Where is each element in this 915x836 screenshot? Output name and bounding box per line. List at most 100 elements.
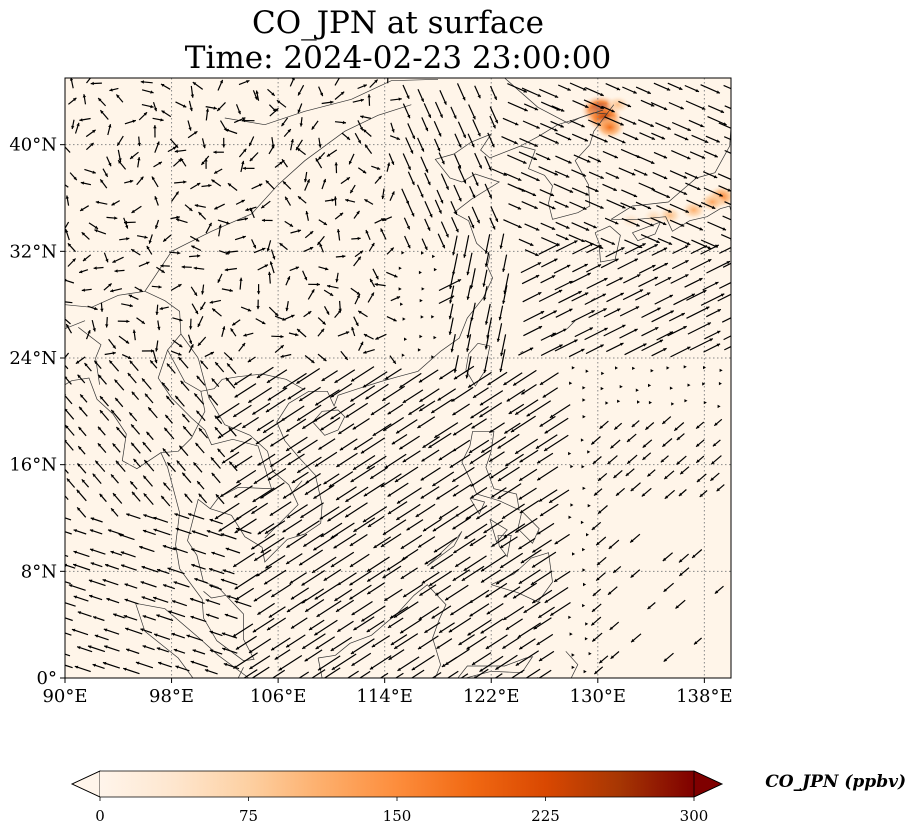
wind-arrow-head bbox=[533, 157, 537, 160]
wind-arrow-head bbox=[387, 411, 392, 415]
wind-arrow-head bbox=[79, 270, 83, 274]
wind-arrow-head bbox=[184, 493, 188, 498]
coastline-segment bbox=[489, 519, 508, 543]
wind-arrow-head bbox=[568, 160, 572, 164]
wind-arrow-head bbox=[669, 331, 673, 335]
wind-arrow-head bbox=[381, 195, 385, 200]
wind-arrow-head bbox=[615, 366, 618, 370]
wind-arrow-head bbox=[319, 243, 323, 247]
wind-arrow-head bbox=[320, 328, 325, 333]
wind-arrow-head bbox=[359, 127, 363, 131]
wind-arrow-shaft bbox=[707, 221, 727, 231]
wind-arrow-head bbox=[171, 632, 175, 636]
wind-arrow-shaft bbox=[544, 586, 569, 604]
wind-arrow-head bbox=[585, 622, 589, 626]
wind-arrow-head bbox=[643, 172, 648, 176]
wind-arrow-shaft bbox=[371, 635, 391, 648]
wind-arrow-head bbox=[236, 479, 240, 483]
wind-arrow-head bbox=[164, 427, 168, 432]
wind-arrow-head bbox=[513, 595, 517, 599]
wind-arrow-head bbox=[701, 155, 706, 159]
wind-arrow-shaft bbox=[298, 549, 324, 566]
latitude-ticks: 0°8°N16°N24°N32°N40°N bbox=[9, 135, 65, 689]
wind-arrow-head bbox=[436, 645, 440, 649]
wind-arrow-shaft bbox=[571, 222, 590, 231]
wind-arrow-head bbox=[295, 332, 299, 337]
wind-arrow-shaft bbox=[229, 437, 252, 453]
wind-arrow-head bbox=[532, 192, 536, 196]
wind-arrow-head bbox=[638, 244, 643, 248]
wind-arrow-head bbox=[421, 458, 425, 462]
wind-arrow-head bbox=[265, 409, 270, 413]
wind-arrow-head bbox=[128, 294, 133, 298]
wind-arrow-head bbox=[458, 197, 462, 202]
wind-arrow-shaft bbox=[690, 258, 712, 271]
wind-arrow-head bbox=[326, 311, 330, 315]
wind-arrow-head bbox=[421, 251, 425, 255]
wind-arrow-head bbox=[212, 308, 216, 312]
wind-arrow-shaft bbox=[65, 352, 70, 359]
wind-arrow-head bbox=[387, 162, 391, 166]
wind-arrow-shaft bbox=[219, 482, 242, 498]
wind-arrow-head bbox=[317, 241, 321, 245]
wind-arrow-head bbox=[663, 247, 668, 251]
wind-arrow-head bbox=[515, 662, 520, 666]
wind-arrow-head bbox=[617, 399, 621, 403]
wind-arrow-head bbox=[297, 109, 301, 113]
wind-arrow-head bbox=[245, 207, 249, 212]
wind-arrow-shaft bbox=[339, 438, 358, 451]
wind-arrow-shaft bbox=[480, 618, 504, 634]
wind-arrow-head bbox=[182, 472, 186, 477]
wind-arrow-head bbox=[315, 158, 319, 162]
wind-arrow-head bbox=[400, 302, 404, 306]
wind-arrow-head bbox=[360, 98, 364, 102]
wind-arrow-head bbox=[146, 245, 150, 250]
wind-arrow-head bbox=[356, 294, 360, 298]
wind-arrow-head bbox=[214, 170, 218, 174]
wind-arrow-head bbox=[583, 582, 587, 587]
coastline-segment bbox=[135, 603, 194, 678]
wind-arrow-head bbox=[485, 594, 489, 598]
wind-arrow-head bbox=[98, 426, 102, 431]
wind-arrow-head bbox=[504, 430, 508, 434]
wind-arrow-shaft bbox=[624, 242, 646, 255]
wind-arrow-head bbox=[597, 159, 601, 163]
wind-arrow-head bbox=[533, 626, 538, 630]
wind-arrow-shaft bbox=[485, 303, 491, 325]
wind-arrow-head bbox=[651, 136, 655, 140]
wind-arrow-head bbox=[597, 122, 601, 126]
wind-arrow-head bbox=[592, 460, 597, 464]
wind-arrow-shaft bbox=[300, 502, 324, 519]
wind-arrow-head bbox=[351, 612, 355, 615]
wind-arrow-head bbox=[143, 112, 147, 116]
wind-arrow-head bbox=[299, 123, 303, 127]
wind-arrow-head bbox=[114, 379, 118, 383]
wind-arrow-head bbox=[279, 243, 283, 247]
colorbar-tick-label: 75 bbox=[239, 807, 258, 825]
wind-arrow-head bbox=[441, 160, 445, 165]
wind-arrow-shaft bbox=[539, 415, 556, 428]
wind-arrow-head bbox=[521, 679, 525, 682]
wind-arrow-head bbox=[340, 680, 344, 683]
wind-arrow-head bbox=[538, 326, 542, 330]
wind-arrow-head bbox=[54, 514, 58, 517]
wind-arrow-shaft bbox=[241, 416, 259, 429]
wind-arrow-head bbox=[100, 396, 104, 400]
wind-arrow-head bbox=[375, 336, 379, 340]
wind-arrow-shaft bbox=[419, 584, 437, 597]
wind-arrow-head bbox=[77, 374, 81, 379]
wind-arrow-head bbox=[161, 269, 165, 273]
wind-arrow-head bbox=[69, 78, 74, 81]
wind-arrow-head bbox=[270, 463, 274, 467]
wind-arrow-head bbox=[666, 366, 670, 370]
wind-arrow-shaft bbox=[255, 432, 274, 445]
wind-arrow-head bbox=[437, 147, 441, 152]
wind-arrow-head bbox=[205, 108, 210, 112]
wind-arrow-head bbox=[291, 78, 295, 81]
wind-arrow-shaft bbox=[495, 568, 520, 585]
wind-arrow-head bbox=[514, 140, 518, 144]
wind-arrow-head bbox=[523, 89, 527, 93]
wind-arrow-head bbox=[330, 535, 335, 539]
wind-arrow-head bbox=[581, 239, 585, 242]
wind-arrow-shaft bbox=[304, 483, 322, 496]
